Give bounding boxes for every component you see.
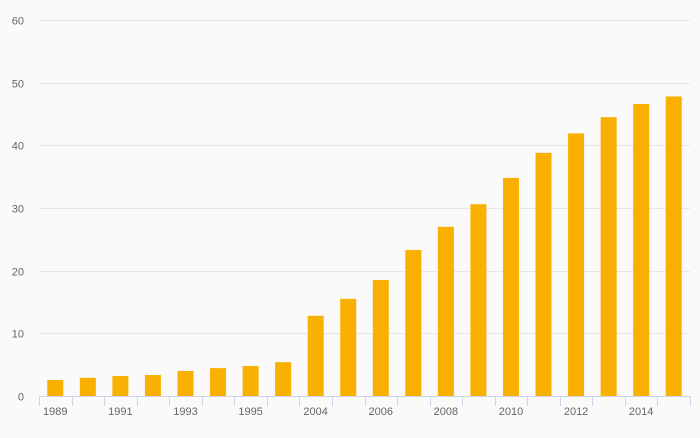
bar-1992 <box>144 375 161 396</box>
bar-2015 <box>665 96 682 396</box>
y-tick-label: 50 <box>12 79 24 91</box>
bar-2014 <box>633 103 650 397</box>
x-tick-label: 2006 <box>369 406 393 418</box>
x-tick-label: 1989 <box>43 406 67 418</box>
x-tick-label: 1991 <box>108 406 132 418</box>
x-tick-label: 2004 <box>303 406 327 418</box>
bar-2009 <box>470 204 487 396</box>
x-tick-label: 2010 <box>499 406 523 418</box>
y-tick-label: 0 <box>18 392 24 404</box>
bar-1990 <box>79 377 96 396</box>
bar-2010 <box>502 177 519 396</box>
bar-2007 <box>405 249 422 396</box>
x-axis: 1989 1991 1993 1995 2004 2006 2008 2010 2012 2014 <box>39 396 691 418</box>
y-axis: 0 10 20 30 40 50 60 <box>12 16 24 404</box>
bar-1993 <box>177 370 194 396</box>
bar-2012 <box>568 133 585 396</box>
bar-1991 <box>112 375 129 396</box>
y-tick-label: 40 <box>12 141 24 153</box>
bar-2011 <box>535 152 552 396</box>
bars <box>47 96 682 397</box>
x-tick-label: 1995 <box>238 406 262 418</box>
bar-2004 <box>307 315 324 396</box>
bar-1995 <box>242 365 259 396</box>
x-tick-label: 2014 <box>629 406 653 418</box>
gridlines <box>39 20 690 334</box>
x-tick-label: 2012 <box>564 406 588 418</box>
bar-1989 <box>47 380 64 396</box>
y-tick-label: 60 <box>12 16 24 28</box>
bar-2013 <box>600 117 617 396</box>
bar-1994 <box>210 368 227 396</box>
y-tick-label: 10 <box>12 329 24 341</box>
y-tick-label: 20 <box>12 267 24 279</box>
y-tick-label: 30 <box>12 204 24 216</box>
bar-2008 <box>437 226 454 396</box>
bar-2005 <box>340 298 357 396</box>
bar-2006 <box>372 280 389 396</box>
x-tick-label: 1993 <box>173 406 197 418</box>
x-tick-label: 2008 <box>434 406 458 418</box>
bar-2003 <box>275 362 292 396</box>
